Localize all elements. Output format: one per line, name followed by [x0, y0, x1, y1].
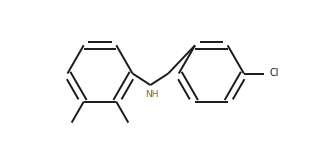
Text: Cl: Cl — [270, 69, 279, 78]
Text: NH: NH — [145, 90, 158, 99]
